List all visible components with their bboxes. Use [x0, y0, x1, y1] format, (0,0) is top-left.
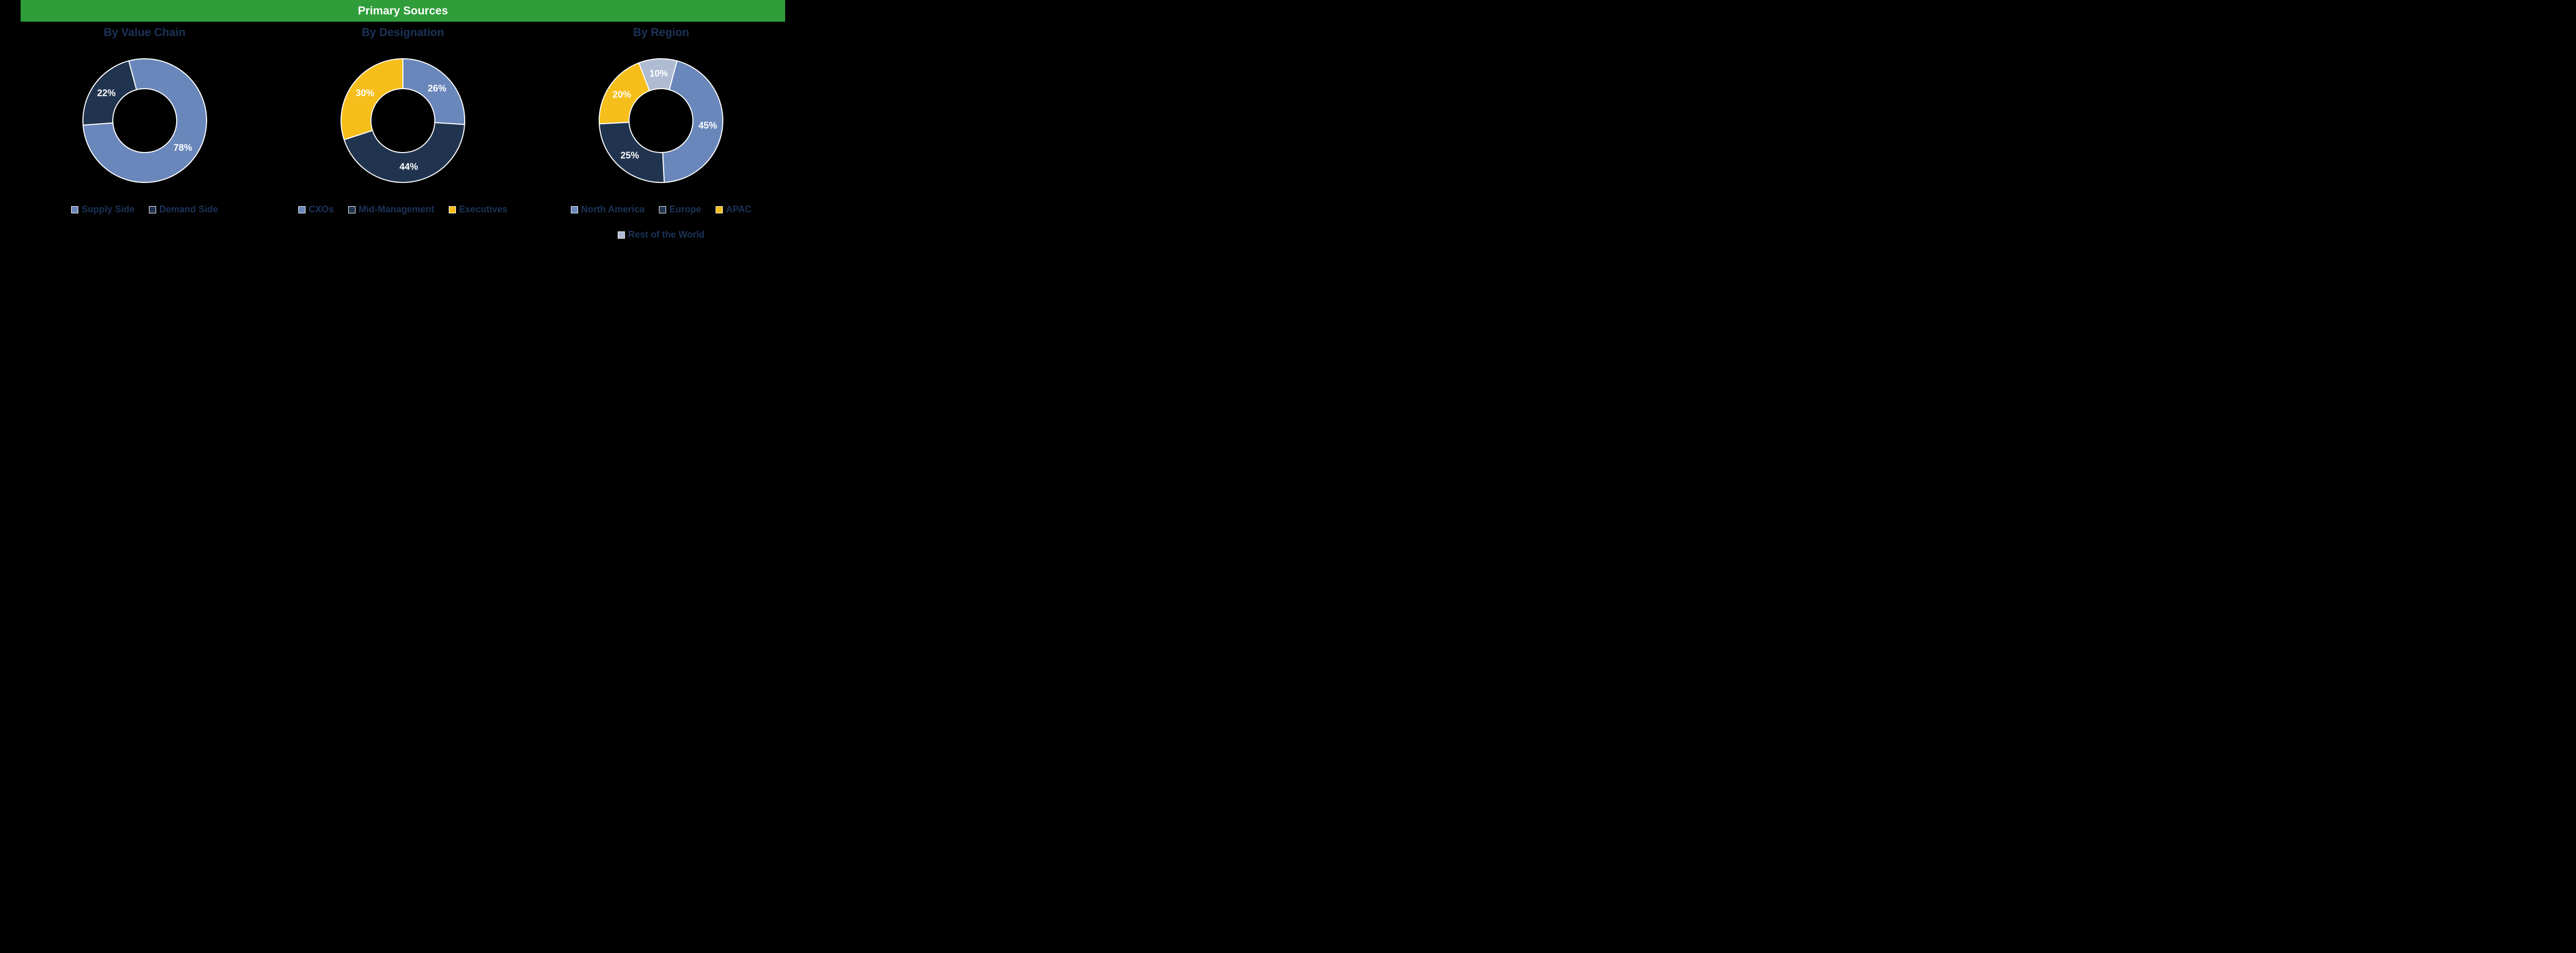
legend-item: Rest of the World [618, 229, 705, 240]
donut-slice [341, 59, 403, 140]
slice-label: 10% [650, 69, 668, 79]
legend-item: North America [571, 204, 645, 215]
legend-swatch [716, 206, 723, 213]
chart-title: By Value Chain [104, 26, 185, 39]
slice-label: 45% [699, 120, 717, 131]
slice-label: 25% [620, 150, 639, 161]
legend-item: Executives [449, 204, 507, 215]
slice-label: 30% [355, 88, 374, 98]
header-title: Primary Sources [358, 4, 448, 17]
slice-label: 20% [613, 90, 631, 101]
legend-swatch [149, 206, 156, 213]
header-bar: Primary Sources [21, 0, 785, 22]
legend-label: Mid-Management [359, 204, 434, 215]
legend-label: CXOs [309, 204, 334, 215]
legend-label: North America [581, 204, 645, 215]
legend: CXOs Mid-Management Executives [298, 204, 507, 215]
donut-chart: 78% 22% [73, 48, 217, 193]
chart-block: By Value Chain 78% 22% Supply Side Demand Si… [15, 26, 274, 215]
legend-swatch [71, 206, 78, 213]
legend-label: Europe [669, 204, 701, 215]
legend-item: APAC [716, 204, 752, 215]
legend-swatch [298, 206, 306, 213]
legend-label: Executives [459, 204, 507, 215]
legend-swatch [348, 206, 355, 213]
chart-title: By Region [633, 26, 689, 39]
legend: North America Europe APAC Rest of the World [532, 204, 790, 240]
legend-item: Europe [659, 204, 701, 215]
legend-item: Demand Side [149, 204, 218, 215]
legend-label: Demand Side [159, 204, 218, 215]
legend-item: Mid-Management [348, 204, 434, 215]
chart-block: By Region 45% 25% 20% 10% North America Europe… [532, 26, 790, 240]
legend-item: CXOs [298, 204, 334, 215]
legend-swatch [618, 231, 625, 239]
legend: Supply Side Demand Side [71, 204, 218, 215]
legend-item: Supply Side [71, 204, 134, 215]
legend-label: Rest of the World [628, 229, 705, 240]
legend-swatch [571, 206, 578, 213]
slice-label: 22% [97, 88, 115, 99]
legend-swatch [659, 206, 666, 213]
legend-label: APAC [726, 204, 752, 215]
legend-swatch [449, 206, 456, 213]
chart-block: By Designation 26% 44% 30% CXOs Mid-Managemen… [274, 26, 532, 215]
slice-label: 44% [399, 162, 418, 173]
charts-row: By Value Chain 78% 22% Supply Side Demand Si… [0, 26, 806, 240]
legend-label: Supply Side [81, 204, 134, 215]
slice-label: 26% [428, 83, 446, 94]
donut-chart: 45% 25% 20% 10% [589, 48, 733, 193]
slice-label: 78% [174, 142, 192, 153]
donut-chart: 26% 44% 30% [331, 48, 475, 193]
chart-title: By Designation [362, 26, 444, 39]
